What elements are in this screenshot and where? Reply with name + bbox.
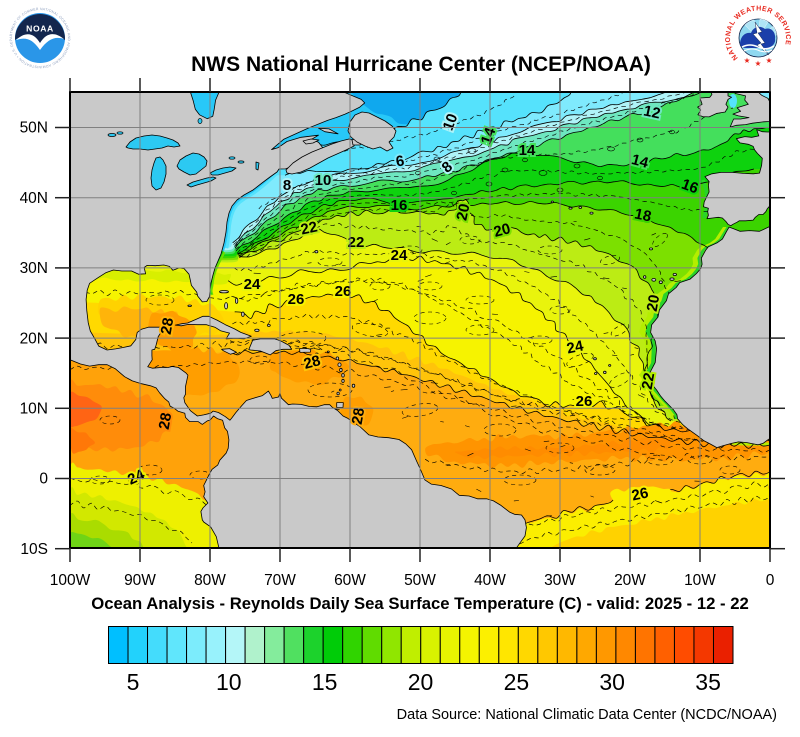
svg-text:8: 8 <box>283 177 291 194</box>
svg-text:Ocean Analysis - Reynolds Dail: Ocean Analysis - Reynolds Daily Sea Surf… <box>91 594 749 613</box>
svg-text:10W: 10W <box>684 572 716 589</box>
svg-text:24: 24 <box>244 276 261 293</box>
svg-text:20: 20 <box>408 669 434 695</box>
svg-text:50W: 50W <box>404 572 436 589</box>
svg-text:0: 0 <box>766 572 775 589</box>
svg-text:20: 20 <box>644 293 664 312</box>
svg-text:0: 0 <box>39 471 48 488</box>
svg-text:NOAA: NOAA <box>26 24 54 34</box>
svg-text:12: 12 <box>642 102 662 122</box>
svg-text:24: 24 <box>391 247 408 264</box>
svg-text:50N: 50N <box>20 120 48 137</box>
svg-text:20: 20 <box>453 202 473 222</box>
svg-text:★: ★ <box>766 56 773 65</box>
svg-text:30: 30 <box>599 669 625 695</box>
svg-text:30N: 30N <box>20 260 48 277</box>
svg-text:28: 28 <box>156 411 176 430</box>
svg-text:★: ★ <box>755 59 762 68</box>
svg-text:15: 15 <box>312 669 338 695</box>
svg-text:NWS National Hurricane Center: NWS National Hurricane Center (NCEP/NOAA… <box>191 53 651 76</box>
svg-text:26: 26 <box>335 283 352 300</box>
svg-text:20N: 20N <box>20 330 48 347</box>
svg-text:5: 5 <box>127 669 140 695</box>
svg-text:100W: 100W <box>50 572 91 589</box>
svg-text:16: 16 <box>391 197 408 214</box>
svg-text:10N: 10N <box>20 401 48 418</box>
svg-text:22: 22 <box>299 218 319 238</box>
svg-text:14: 14 <box>519 142 536 159</box>
svg-text:10S: 10S <box>20 541 48 558</box>
svg-text:18: 18 <box>633 205 653 225</box>
svg-text:20W: 20W <box>614 572 646 589</box>
svg-text:60W: 60W <box>334 572 366 589</box>
svg-text:35: 35 <box>695 669 721 695</box>
svg-text:90W: 90W <box>124 572 156 589</box>
svg-text:Data Source: National Climatic: Data Source: National Climatic Data Cent… <box>397 707 777 723</box>
svg-text:22: 22 <box>639 371 659 390</box>
svg-text:80W: 80W <box>194 572 226 589</box>
svg-text:70W: 70W <box>264 572 296 589</box>
svg-text:★: ★ <box>744 56 751 65</box>
svg-text:40N: 40N <box>20 190 48 207</box>
svg-text:10: 10 <box>315 172 332 189</box>
svg-text:26: 26 <box>630 484 650 504</box>
svg-text:28: 28 <box>349 406 369 425</box>
svg-text:22: 22 <box>348 234 365 251</box>
svg-text:10: 10 <box>216 669 242 695</box>
svg-text:30W: 30W <box>544 572 576 589</box>
svg-text:26: 26 <box>576 393 593 410</box>
svg-text:25: 25 <box>504 669 530 695</box>
svg-text:26: 26 <box>288 291 305 308</box>
svg-text:40W: 40W <box>474 572 506 589</box>
svg-text:28: 28 <box>158 316 178 335</box>
